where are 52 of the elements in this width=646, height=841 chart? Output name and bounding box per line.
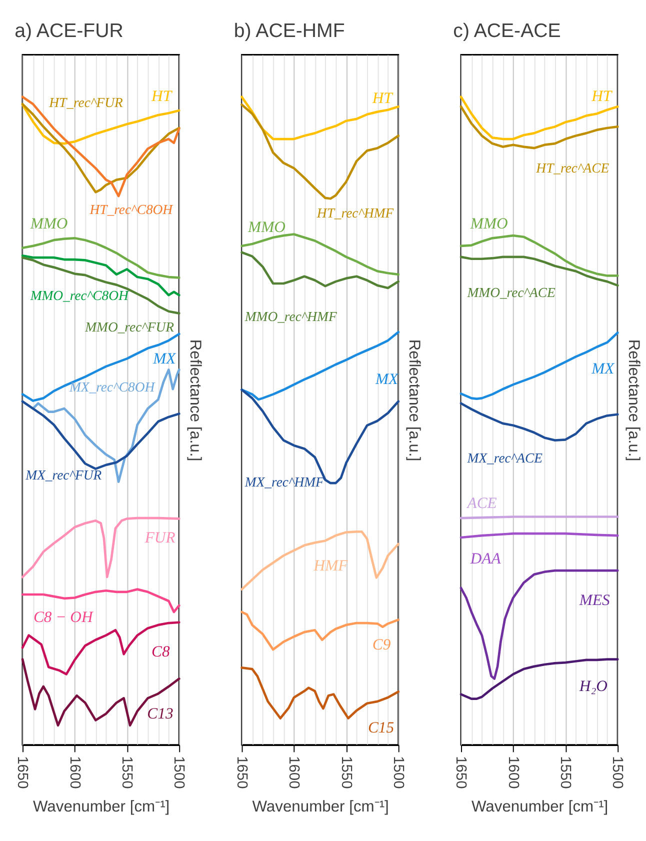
series-label: C13	[147, 706, 174, 723]
series-label: MMO_rec^HMF	[244, 308, 338, 324]
series-label: H₂O	[578, 678, 608, 696]
x-tick-label: 1500	[609, 756, 626, 789]
series-label: MMO_rec^ACE	[466, 284, 556, 300]
x-axis-title: Wavenumber [cm⁻¹]	[252, 798, 389, 816]
y-axis-title: Reflectance [a.u.]	[624, 339, 642, 462]
series-label: DAA	[469, 550, 502, 568]
x-tick-label: 1650	[14, 756, 30, 789]
series-label: FUR	[144, 530, 176, 547]
series-label: MX_rec^C8OH	[68, 379, 156, 394]
x-tick-label: 1650	[233, 756, 250, 789]
series-label: MMO_rec^C8OH	[29, 288, 130, 304]
series-label: HT_rec^HMF	[316, 205, 394, 220]
series-label: HT_rec^ACE	[535, 160, 610, 176]
series-label: HMF	[312, 557, 348, 574]
series-label: C8	[152, 644, 170, 661]
x-axis-title: Wavenumber [cm⁻¹]	[471, 798, 608, 816]
chart-title: c) ACE-ACE	[453, 20, 561, 42]
y-axis-title: Reflectance [a.u.]	[406, 339, 423, 462]
x-tick-label: 1650	[452, 756, 469, 789]
series-label: MMO_rec^FUR	[84, 319, 175, 334]
x-axis-title: Wavenumber [cm⁻¹]	[32, 798, 170, 816]
series-label: MES	[578, 592, 610, 609]
series-label: HT_rec^C8OH	[88, 202, 174, 217]
series-label: MX_rec^FUR	[24, 468, 102, 483]
series-label: HT	[590, 88, 613, 106]
y-axis-title: Reflectance [a.u.]	[186, 339, 204, 462]
series-label: HT	[150, 88, 173, 106]
x-tick-label: 1500	[170, 756, 187, 789]
series-label: C9	[372, 636, 391, 654]
chart-title: a) ACE-FUR	[14, 20, 124, 42]
series-label: MMO	[29, 216, 68, 233]
series-label: MMO	[247, 219, 286, 236]
series-label: HT_rec^FUR	[48, 95, 124, 110]
series-label: MX	[152, 350, 178, 368]
series-label: MMO	[469, 216, 508, 233]
x-tick-label: 1550	[557, 756, 574, 789]
series-label: C15	[368, 719, 394, 736]
series-label: MX_rec^HMF	[244, 474, 325, 490]
series-label: ACE	[466, 495, 498, 512]
x-tick-label: 1600	[504, 756, 521, 789]
x-tick-label: 1550	[338, 756, 354, 789]
chart-title: b) ACE-HMF	[234, 20, 345, 42]
x-tick-label: 1600	[66, 756, 82, 789]
x-tick-label: 1550	[118, 756, 135, 789]
x-tick-label: 1500	[390, 756, 406, 789]
series-label: MX_rec^ACE	[466, 450, 544, 466]
x-tick-label: 1600	[286, 756, 302, 789]
series-label: HT	[371, 90, 394, 108]
series-label: MX	[590, 360, 616, 378]
series-label: C8 − OH	[33, 609, 94, 626]
